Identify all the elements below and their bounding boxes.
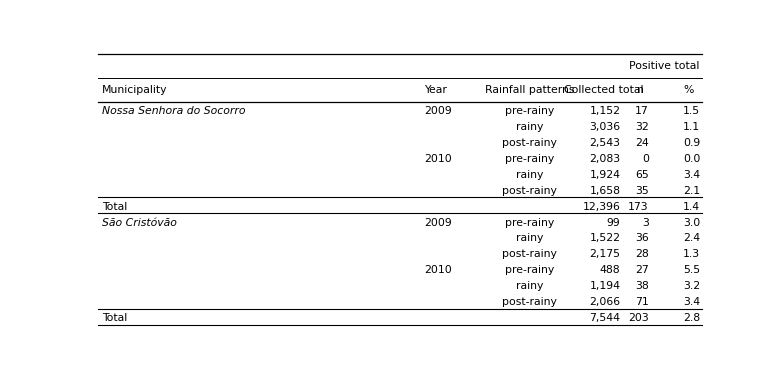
Text: post-rainy: post-rainy [502, 298, 557, 307]
Text: 2.8: 2.8 [683, 314, 700, 324]
Text: Positive total: Positive total [629, 61, 700, 71]
Text: 38: 38 [635, 281, 649, 291]
Text: 0.9: 0.9 [683, 138, 700, 147]
Text: 99: 99 [607, 218, 620, 227]
Text: 65: 65 [635, 170, 649, 180]
Text: 36: 36 [635, 234, 649, 244]
Text: pre-rainy: pre-rainy [505, 106, 555, 116]
Text: 1.4: 1.4 [683, 201, 700, 211]
Text: Rainfall patterns: Rainfall patterns [485, 85, 574, 95]
Text: 2.1: 2.1 [683, 185, 700, 196]
Text: 2009: 2009 [424, 218, 452, 227]
Text: 7,544: 7,544 [590, 314, 620, 324]
Text: Collected total: Collected total [564, 85, 643, 95]
Text: 32: 32 [635, 121, 649, 132]
Text: 1,152: 1,152 [590, 106, 620, 116]
Text: 1.3: 1.3 [683, 249, 700, 260]
Text: 2010: 2010 [424, 154, 452, 164]
Text: 1,658: 1,658 [590, 185, 620, 196]
Text: Total: Total [102, 314, 128, 324]
Text: 71: 71 [635, 298, 649, 307]
Text: 173: 173 [628, 201, 649, 211]
Text: n: n [637, 85, 644, 95]
Text: São Cristóvão: São Cristóvão [102, 218, 177, 227]
Text: Nossa Senhora do Socorro: Nossa Senhora do Socorro [102, 106, 246, 116]
Text: 2.4: 2.4 [683, 234, 700, 244]
Text: 1.1: 1.1 [683, 121, 700, 132]
Text: pre-rainy: pre-rainy [505, 265, 555, 275]
Text: Total: Total [102, 201, 128, 211]
Text: post-rainy: post-rainy [502, 185, 557, 196]
Text: 3,036: 3,036 [589, 121, 620, 132]
Text: 1,924: 1,924 [590, 170, 620, 180]
Text: Year: Year [424, 85, 447, 95]
Text: 2,083: 2,083 [589, 154, 620, 164]
Text: rainy: rainy [516, 281, 544, 291]
Text: 1,194: 1,194 [590, 281, 620, 291]
Text: 488: 488 [600, 265, 620, 275]
Text: 27: 27 [635, 265, 649, 275]
Text: rainy: rainy [516, 121, 544, 132]
Text: 1,522: 1,522 [590, 234, 620, 244]
Text: 2010: 2010 [424, 265, 452, 275]
Text: 17: 17 [635, 106, 649, 116]
Text: 24: 24 [635, 138, 649, 147]
Text: pre-rainy: pre-rainy [505, 218, 555, 227]
Text: 3.4: 3.4 [683, 298, 700, 307]
Text: 12,396: 12,396 [583, 201, 620, 211]
Text: 2,175: 2,175 [590, 249, 620, 260]
Text: Municipality: Municipality [102, 85, 168, 95]
Text: %: % [683, 85, 694, 95]
Text: 0: 0 [642, 154, 649, 164]
Text: 3: 3 [642, 218, 649, 227]
Text: post-rainy: post-rainy [502, 249, 557, 260]
Text: 3.0: 3.0 [683, 218, 700, 227]
Text: post-rainy: post-rainy [502, 138, 557, 147]
Text: 35: 35 [635, 185, 649, 196]
Text: 1.5: 1.5 [683, 106, 700, 116]
Text: 3.2: 3.2 [683, 281, 700, 291]
Text: rainy: rainy [516, 234, 544, 244]
Text: 5.5: 5.5 [683, 265, 700, 275]
Text: 28: 28 [635, 249, 649, 260]
Text: 2009: 2009 [424, 106, 452, 116]
Text: 2,543: 2,543 [590, 138, 620, 147]
Text: 0.0: 0.0 [682, 154, 700, 164]
Text: rainy: rainy [516, 170, 544, 180]
Text: 2,066: 2,066 [589, 298, 620, 307]
Text: 3.4: 3.4 [683, 170, 700, 180]
Text: 203: 203 [628, 314, 649, 324]
Text: pre-rainy: pre-rainy [505, 154, 555, 164]
